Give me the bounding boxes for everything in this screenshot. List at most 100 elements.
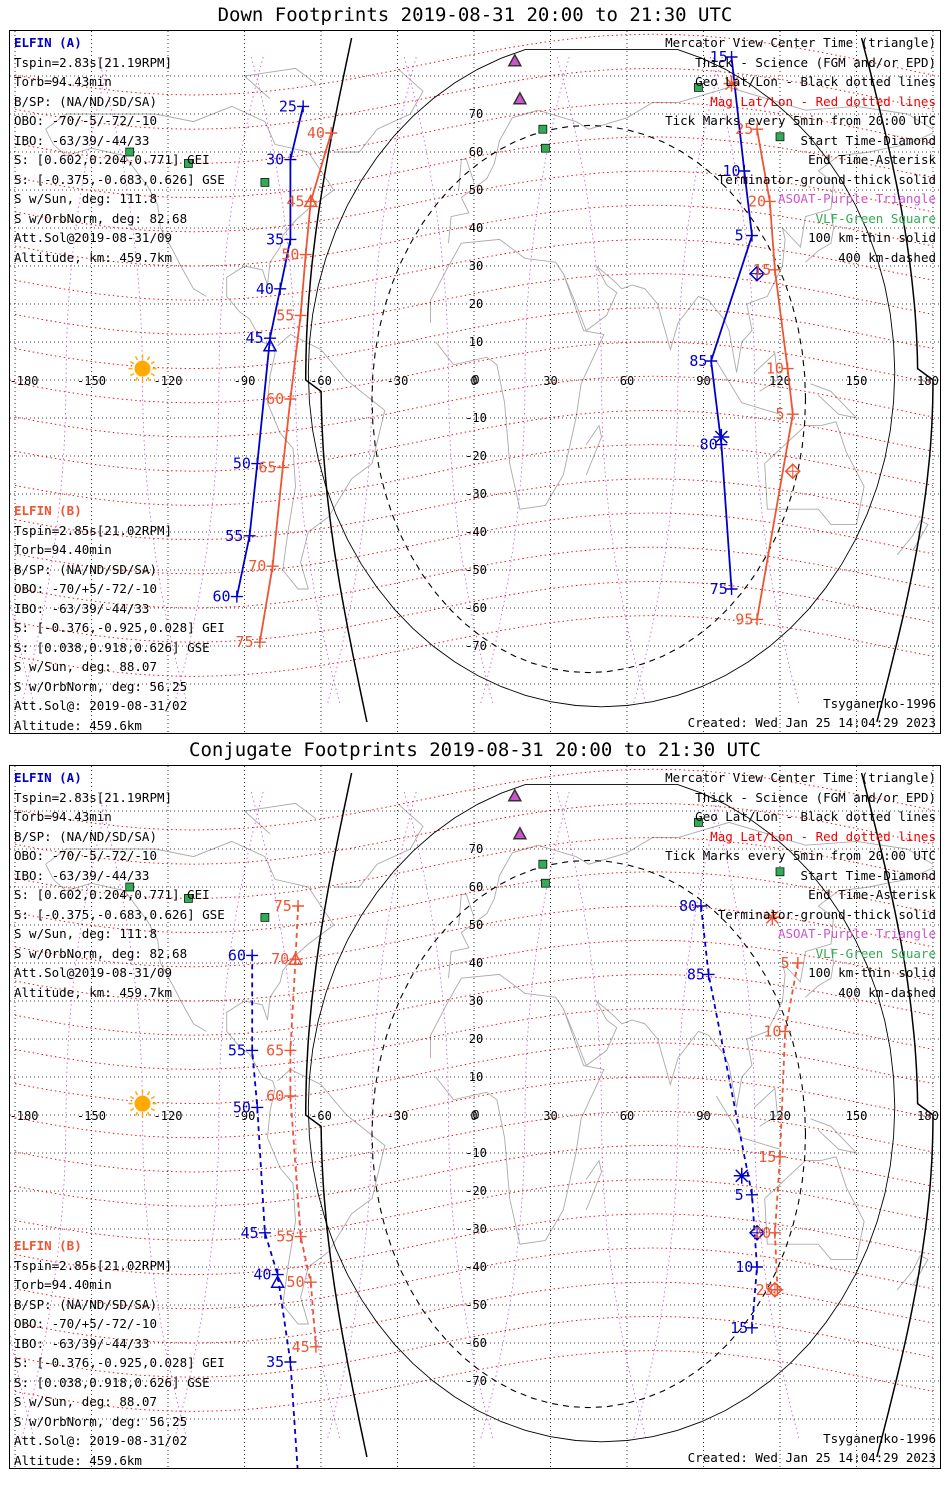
elfin-a-track-west	[236, 106, 304, 597]
elfin-a-tick	[751, 1261, 764, 1273]
elfin-b-time-label: 60	[266, 390, 284, 408]
mag-parallel	[14, 1247, 934, 1310]
lat-tick-label: 60	[469, 880, 483, 894]
elfin-a-tick	[246, 1044, 259, 1057]
vlf-station-square	[260, 913, 270, 922]
lat-tick-label: -20	[465, 449, 487, 463]
conjugate-map-canvas: -180 -150 -120 -90 -60 -30 0 30 60 90 120 150 180706…	[10, 766, 940, 1468]
elfin-b-time-label: 75	[274, 897, 292, 915]
elfin-a-tick	[274, 282, 287, 295]
elfin-a-line: Torb=94.43min	[14, 809, 112, 824]
coastline	[45, 840, 386, 1325]
mag-parallel	[14, 546, 934, 609]
sun-ray	[146, 376, 151, 382]
mag-parallel	[14, 273, 934, 335]
lon-tick-label: 150	[846, 374, 868, 388]
mag-parallel	[14, 1213, 934, 1276]
legend-line: Geo Lat/Lon - Black dotted lines	[695, 809, 936, 824]
elfin-b-tick	[309, 1340, 322, 1353]
elfin-a-tick	[284, 153, 297, 166]
coastline	[333, 803, 424, 888]
vlf-station-square	[125, 147, 135, 157]
elfin-a-time-label: 15	[710, 48, 728, 66]
elfin-b-time-label: 10	[763, 1022, 781, 1040]
lat-tick-label: -60	[465, 601, 487, 615]
elfin-a-time-label: 30	[266, 151, 284, 169]
mag-parallel	[14, 1281, 934, 1344]
elfin-b-time-label: 15	[758, 1148, 776, 1166]
terminator-east	[860, 772, 934, 1458]
lat-tick-label: 40	[469, 221, 483, 235]
elfin-b-tick	[292, 900, 305, 912]
elfin-a-line: Torb=94.43min	[14, 74, 112, 89]
coastline	[430, 238, 605, 510]
legend-line: Mercator View Center Time (triangle)	[665, 770, 936, 785]
legend-line: Geo Lat/Lon - Black dotted lines	[695, 74, 936, 89]
coastline	[448, 821, 934, 979]
mag-parallel	[14, 67, 934, 130]
elfin-a-time-label: 35	[266, 1353, 284, 1371]
elfin-a-tick	[745, 1188, 758, 1201]
mag-parallel	[14, 1076, 934, 1139]
elfin-a-tick	[702, 968, 715, 981]
lon-tick-label: -90	[234, 374, 256, 388]
mag-parallel	[14, 905, 934, 968]
mag-parallel	[14, 512, 934, 575]
legend-down: Mercator View Center Time (triangle) Thi…	[665, 33, 936, 267]
elfin-a-time-label: 5	[735, 227, 744, 245]
elfin-a-time-label: 10	[723, 162, 741, 180]
sun-ray	[150, 372, 155, 377]
mag-parallel	[14, 1350, 934, 1412]
down-map-canvas: -180 -150 -120 -90 -60 -30 0 30 60 90 120 150 180706…	[10, 31, 940, 733]
elfin-b-line: S w/Sun, deg: 88.07	[14, 1394, 157, 1409]
asoat-triangle	[507, 788, 523, 802]
elfin-a-line: S: [-0.375,-0.683,0.626] GSE	[14, 906, 225, 922]
elfin-b-line: Altitude: 459.6km	[14, 1452, 142, 1468]
elfin-b-line: S: [0.038,0.918,0.626] GSE	[14, 1374, 210, 1390]
sun-ray	[150, 1095, 155, 1100]
coastline	[243, 802, 317, 835]
elfin-a-tick	[251, 457, 264, 470]
range-400km	[371, 124, 807, 674]
legend-line: Mag Lat/Lon - Red dotted lines	[710, 93, 936, 109]
coastline	[458, 894, 475, 926]
elfin-a-end-asterisk	[733, 1167, 750, 1184]
elfin-b-line: Att.Sol@: 2019-08-31/02	[14, 698, 188, 713]
elfin-b-info-conjugate: ELFIN (B) Tspin=2.85s[21.02RPM] Torb=94.…	[14, 1236, 225, 1468]
elfin-a-time-label: 75	[710, 580, 728, 598]
elfin-b-tick	[325, 127, 338, 139]
elfin-a-line: S w/Sun, deg: 111.8	[14, 926, 157, 941]
elfin-a-time-label: 25	[279, 97, 297, 115]
elfin-a-time-label: 85	[687, 965, 705, 983]
elfin-a-line: S: [0.602,0.204,0.771] GEI	[14, 887, 210, 902]
elfin-b-tick	[751, 613, 764, 626]
elfin-b-time-label: 75	[235, 633, 253, 651]
elfin-b-tick	[779, 1025, 792, 1038]
elfin-b-line: Tspin=2.85s[21.02RPM]	[14, 522, 173, 538]
lat-tick-label: 30	[469, 259, 483, 273]
sun-ray	[150, 360, 155, 365]
lon-tick-label: -150	[77, 1109, 106, 1123]
elfin-b-line: IBO: -63/39/-44/33	[14, 600, 150, 616]
down-footprints-plot: -180 -150 -120 -90 -60 -30 0 30 60 90 120 150 180 70 6…	[9, 30, 941, 734]
elfin-a-time-label: 45	[241, 1224, 259, 1242]
sun-ray	[146, 1111, 151, 1117]
elfin-b-tick	[294, 1230, 307, 1243]
mag-parallel	[14, 973, 934, 1036]
elfin-a-line: S w/OrbNorm, deg: 82.68	[14, 945, 188, 961]
lat-tick-label: -30	[465, 487, 487, 501]
coastline	[458, 159, 475, 191]
elfin-a-tick	[230, 590, 243, 603]
mag-parallel	[14, 1008, 934, 1070]
elfin-b-start-diamond-cross	[767, 1282, 782, 1297]
terminator-east	[860, 37, 934, 723]
elfin-b-line: Torb=94.40min	[14, 542, 112, 557]
elfin-a-time-label: 10	[735, 1258, 753, 1276]
elfin-b-line: OBO: -70/+5/-72/-10	[14, 1316, 157, 1331]
elfin-a-start-diamond	[748, 1224, 766, 1241]
sun-ray	[146, 1091, 151, 1096]
legend-line: End Time-Asterisk	[808, 887, 936, 902]
elfin-b-tick	[276, 461, 289, 474]
elfin-a-line: Tspin=2.83s[21.19RPM]	[14, 54, 173, 70]
elfin-a-line: OBO: -70/-5/-72/-10	[14, 113, 157, 128]
